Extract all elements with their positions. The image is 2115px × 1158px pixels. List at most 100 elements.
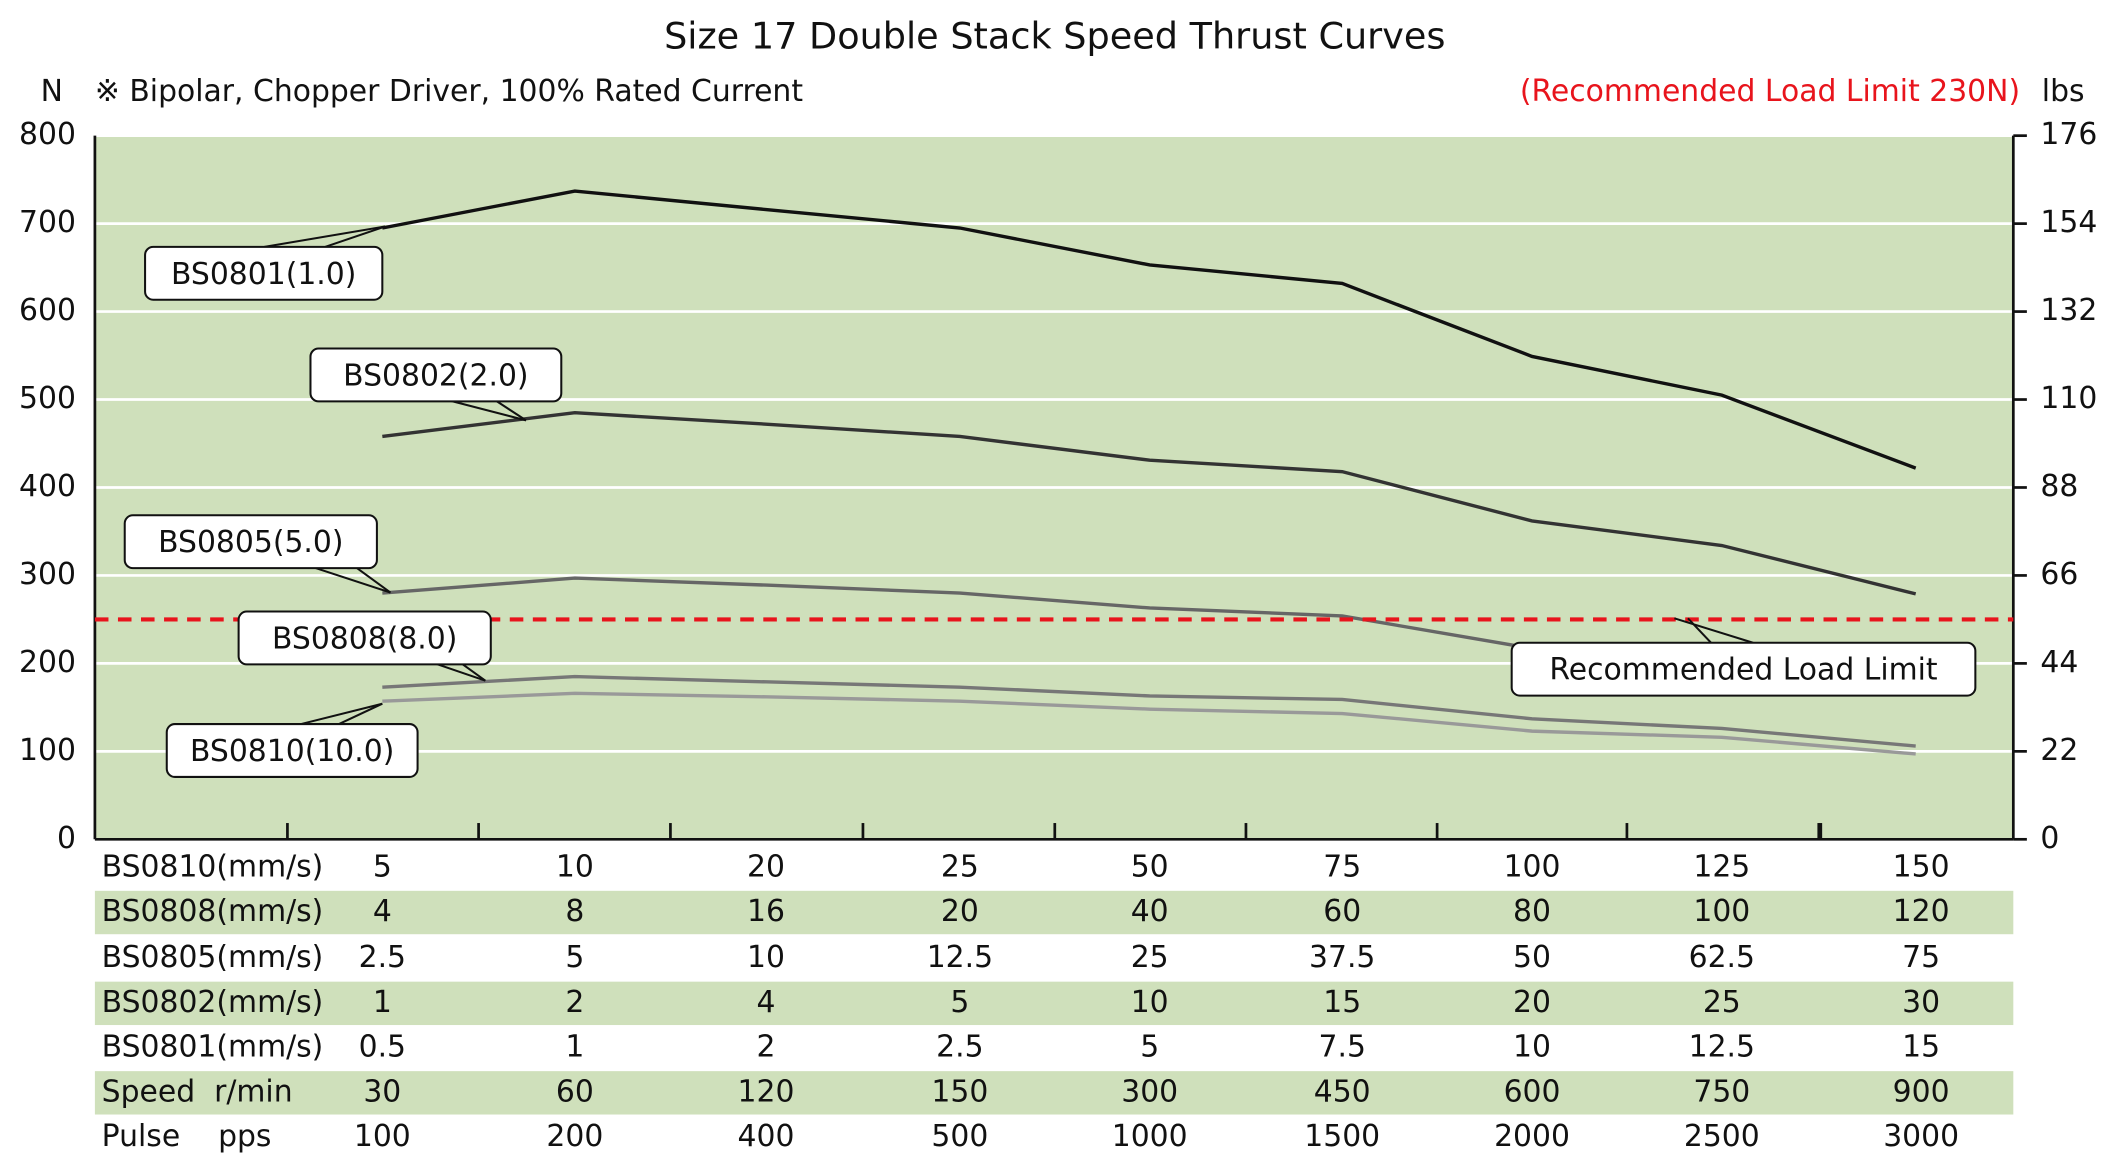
table-cell: 15	[1323, 985, 1361, 1020]
table-cell: 600	[1504, 1074, 1561, 1109]
table-cell: 2.5	[359, 940, 406, 975]
y-tick-label: 700	[19, 205, 76, 240]
leader-line	[300, 702, 383, 726]
leader-line	[354, 565, 392, 594]
series-label-box	[123, 514, 378, 570]
leader-line	[338, 702, 383, 725]
table-cell: 12.5	[927, 940, 993, 975]
table-cell: 1000	[1112, 1119, 1188, 1154]
y-tick-label: 800	[19, 117, 76, 152]
table-cell: 10	[556, 849, 594, 884]
table-cell: 1500	[1304, 1119, 1380, 1154]
table-cell: 4	[373, 894, 392, 929]
row-label: BS0808(mm/s)	[102, 894, 324, 929]
table-cell: 20	[747, 849, 785, 884]
table-cell: 125	[1693, 849, 1750, 884]
row-label: BS0802(mm/s)	[102, 985, 324, 1020]
y2-axis-label: lbs	[2042, 74, 2085, 109]
series-label: BS0805(5.0)	[158, 525, 343, 560]
table-row-band	[94, 1071, 2014, 1115]
y-tick-label: 100	[19, 733, 76, 768]
leader-line	[447, 399, 527, 422]
y-axis-label: N	[41, 74, 63, 109]
table-cell: 20	[941, 894, 979, 929]
series-label-box	[144, 245, 384, 301]
table-cell: 7.5	[1319, 1030, 1366, 1065]
table-cell: 30	[1902, 985, 1940, 1020]
table-cell: 100	[1693, 894, 1750, 929]
table-cell: 1	[565, 1030, 584, 1065]
table-cell: 2500	[1684, 1119, 1760, 1154]
table-cell: 5	[950, 985, 969, 1020]
leader-line	[494, 399, 527, 422]
table-cell: 300	[1121, 1074, 1178, 1109]
table-cell: 30	[363, 1074, 401, 1109]
subtitle: ※ Bipolar, Chopper Driver, 100% Rated Cu…	[95, 74, 803, 109]
table-cell: 5	[373, 849, 392, 884]
table-cell: 20	[1513, 985, 1551, 1020]
leader-line	[311, 565, 391, 594]
table-cell: 75	[1323, 849, 1361, 884]
table-cell: 400	[738, 1119, 795, 1154]
note: (Recommended Load Limit 230N)	[1520, 74, 2020, 109]
table-cell: 150	[1893, 849, 1950, 884]
y2-tick-label: 132	[2040, 293, 2097, 328]
table-cell: 5	[565, 940, 584, 975]
table-cell: 120	[738, 1074, 795, 1109]
table-cell: 750	[1693, 1074, 1750, 1109]
y2-tick-label: 110	[2040, 381, 2097, 416]
curve	[382, 691, 1916, 756]
y-tick-label: 400	[19, 469, 76, 504]
leader-line	[460, 662, 486, 682]
row-label: Pulse pps	[102, 1119, 272, 1154]
series-label: BS0802(2.0)	[343, 358, 528, 393]
row-label: BS0801(mm/s)	[102, 1030, 324, 1065]
y2-tick-label: 0	[2040, 821, 2059, 856]
table-cell: 150	[931, 1074, 988, 1109]
table-cell: 15	[1902, 1030, 1940, 1065]
y-tick-label: 300	[19, 557, 76, 592]
table-cell: 500	[931, 1119, 988, 1154]
y2-tick-label: 176	[2040, 117, 2097, 152]
table-row-band	[94, 981, 2014, 1026]
table-cell: 16	[747, 894, 785, 929]
leader-line	[264, 225, 386, 248]
table-cell: 60	[1323, 894, 1361, 929]
table-cell: 25	[1703, 985, 1741, 1020]
row-label: BS0805(mm/s)	[102, 940, 324, 975]
table-cell: 100	[1504, 849, 1561, 884]
limit-label: Recommended Load Limit	[1549, 653, 1937, 688]
table-cell: 450	[1314, 1074, 1371, 1109]
curve	[382, 189, 1917, 470]
table-cell: 2.5	[936, 1030, 983, 1065]
table-cell: 200	[546, 1119, 603, 1154]
table-cell: 10	[1131, 985, 1169, 1020]
table-cell: 75	[1902, 940, 1940, 975]
table-cell: 2	[565, 985, 584, 1020]
table-cell: 50	[1513, 940, 1551, 975]
row-label: BS0810(mm/s)	[102, 849, 324, 884]
table-cell: 3000	[1883, 1119, 1959, 1154]
table-cell: 2	[757, 1030, 776, 1065]
table-cell: 40	[1131, 894, 1169, 929]
y2-tick-label: 88	[2040, 469, 2078, 504]
leader-line	[325, 225, 386, 248]
table-cell: 37.5	[1309, 940, 1375, 975]
table-cell: 120	[1893, 894, 1950, 929]
table-cell: 900	[1893, 1074, 1950, 1109]
curve	[382, 674, 1916, 748]
table-cell: 60	[556, 1074, 594, 1109]
table-cell: 100	[354, 1119, 411, 1154]
leader-line	[1674, 617, 1754, 644]
table-cell: 1	[373, 985, 392, 1020]
limit-label-box	[1510, 641, 1977, 697]
series-label-box	[309, 347, 563, 403]
table-cell: 10	[747, 940, 785, 975]
leader-line	[433, 662, 486, 682]
y2-tick-label: 154	[2040, 205, 2097, 240]
table-cell: 25	[941, 849, 979, 884]
y2-tick-label: 44	[2040, 645, 2078, 680]
table-row-band	[94, 890, 2014, 935]
table-cell: 25	[1131, 940, 1169, 975]
table-cell: 50	[1131, 849, 1169, 884]
